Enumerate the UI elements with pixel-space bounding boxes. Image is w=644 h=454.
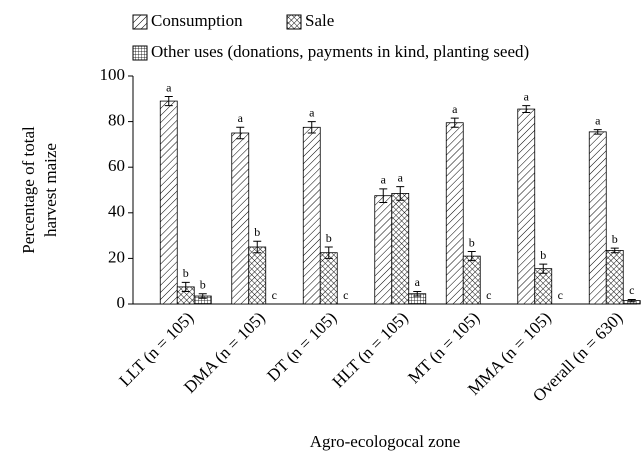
- error-bar: [522, 105, 531, 113]
- error-bar: [450, 117, 459, 128]
- significance-letter: b: [326, 231, 332, 245]
- significance-letter: b: [469, 235, 475, 249]
- x-tick-label: MT (n = 105): [404, 308, 483, 387]
- significance-letter: a: [381, 173, 387, 187]
- legend-label: Sale: [305, 11, 334, 30]
- error-bar: [610, 247, 619, 254]
- error-bar: [181, 281, 190, 292]
- significance-letter: a: [309, 105, 315, 119]
- x-tick-label: HLT (n = 105): [329, 308, 412, 391]
- legend-swatch: [132, 45, 148, 61]
- significance-letter: c: [558, 288, 563, 302]
- error-bar: [379, 188, 388, 204]
- significance-letter: c: [486, 288, 491, 302]
- significance-letter: a: [452, 102, 458, 116]
- legend-label: Other uses (donations, payments in kind,…: [151, 42, 529, 61]
- error-bar: [627, 298, 636, 303]
- significance-letter: a: [398, 170, 404, 184]
- x-tick-label: DT (n = 105): [263, 308, 340, 385]
- legend-swatch: [132, 14, 148, 30]
- significance-letter: a: [524, 89, 530, 103]
- x-tick-label-group: HLT (n = 105): [329, 308, 412, 391]
- error-bar: [164, 96, 173, 107]
- significance-letter: b: [254, 225, 260, 239]
- error-bar: [324, 246, 333, 259]
- error-bar: [413, 290, 422, 297]
- bar: [391, 193, 410, 305]
- x-tick-label-group: DT (n = 105): [263, 308, 340, 385]
- y-tick-label: 0: [117, 293, 126, 312]
- y-axis-label-line: harvest maize: [41, 143, 60, 237]
- error-bar: [467, 251, 476, 262]
- error-bar: [593, 129, 602, 135]
- significance-letter: a: [415, 275, 421, 289]
- bar: [517, 108, 536, 305]
- error-bar: [236, 126, 245, 140]
- error-bar: [198, 293, 207, 299]
- y-axis-label-line: Percentage of total: [19, 126, 38, 254]
- error-bar: [396, 186, 405, 201]
- error-bar: [539, 263, 548, 274]
- legend-swatch: [286, 14, 302, 30]
- bar: [534, 268, 553, 305]
- y-axis-label: Percentage of total harvest maize: [19, 126, 60, 254]
- significance-letter: a: [166, 80, 172, 94]
- y-tick-label: 100: [100, 65, 126, 84]
- significance-letter: b: [540, 248, 546, 262]
- bar: [588, 131, 607, 305]
- significance-letter: c: [629, 283, 634, 297]
- bar: [231, 132, 250, 305]
- significance-letter: c: [272, 288, 277, 302]
- significance-letter: b: [200, 277, 206, 291]
- x-axis-label: Agro-ecologocal zone: [310, 432, 461, 451]
- significance-letter: a: [595, 113, 601, 127]
- y-tick-label: 80: [108, 111, 125, 130]
- bar: [319, 252, 338, 305]
- bar: [159, 100, 178, 305]
- bar: [374, 195, 393, 305]
- bar: [605, 250, 624, 305]
- significance-letter: b: [612, 232, 618, 246]
- y-tick-label: 60: [108, 156, 125, 175]
- y-tick-label: 40: [108, 202, 125, 221]
- y-tick-label: 20: [108, 247, 125, 266]
- significance-letter: a: [238, 111, 244, 125]
- x-tick-label-group: MT (n = 105): [404, 308, 483, 387]
- bar: [302, 126, 321, 305]
- bar: [248, 246, 267, 305]
- error-bar: [253, 240, 262, 254]
- legend-label: Consumption: [151, 11, 243, 30]
- bar: [462, 255, 481, 305]
- significance-letter: c: [343, 288, 348, 302]
- bar: [445, 122, 464, 305]
- error-bar: [307, 121, 316, 134]
- significance-letter: b: [183, 266, 189, 280]
